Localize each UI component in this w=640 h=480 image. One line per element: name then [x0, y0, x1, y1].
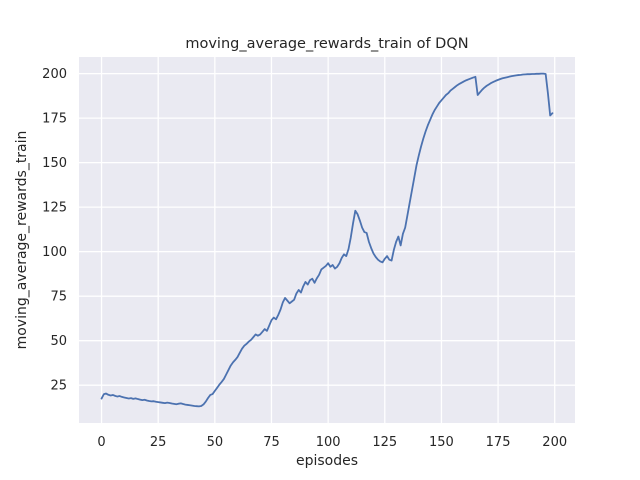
x-tick-label: 100 [316, 435, 341, 450]
y-tick-label: 75 [50, 290, 67, 305]
x-tick-label: 50 [207, 435, 224, 450]
x-tick-label: 175 [486, 435, 511, 450]
y-tick-label: 150 [42, 156, 67, 171]
y-tick-label: 125 [42, 201, 67, 216]
y-tick-label: 100 [42, 245, 67, 260]
x-tick-label: 125 [372, 435, 397, 450]
data-line [100, 72, 554, 408]
x-tick-label: 75 [263, 435, 280, 450]
x-tick-label: 0 [97, 435, 105, 450]
x-tick-label: 25 [150, 435, 167, 450]
x-tick-label: 150 [429, 435, 454, 450]
y-tick-label: 175 [42, 112, 67, 127]
plot-background [79, 57, 575, 423]
x-tick-label: 200 [542, 435, 567, 450]
y-axis-label: moving_average_rewards_train [14, 130, 30, 350]
y-tick-label: 50 [50, 334, 67, 349]
y-tick-label: 200 [42, 67, 67, 82]
x-axis-label: episodes [295, 453, 359, 469]
chart-title: moving_average_rewards_train of DQN [185, 36, 469, 52]
y-tick-label: 25 [50, 379, 67, 394]
